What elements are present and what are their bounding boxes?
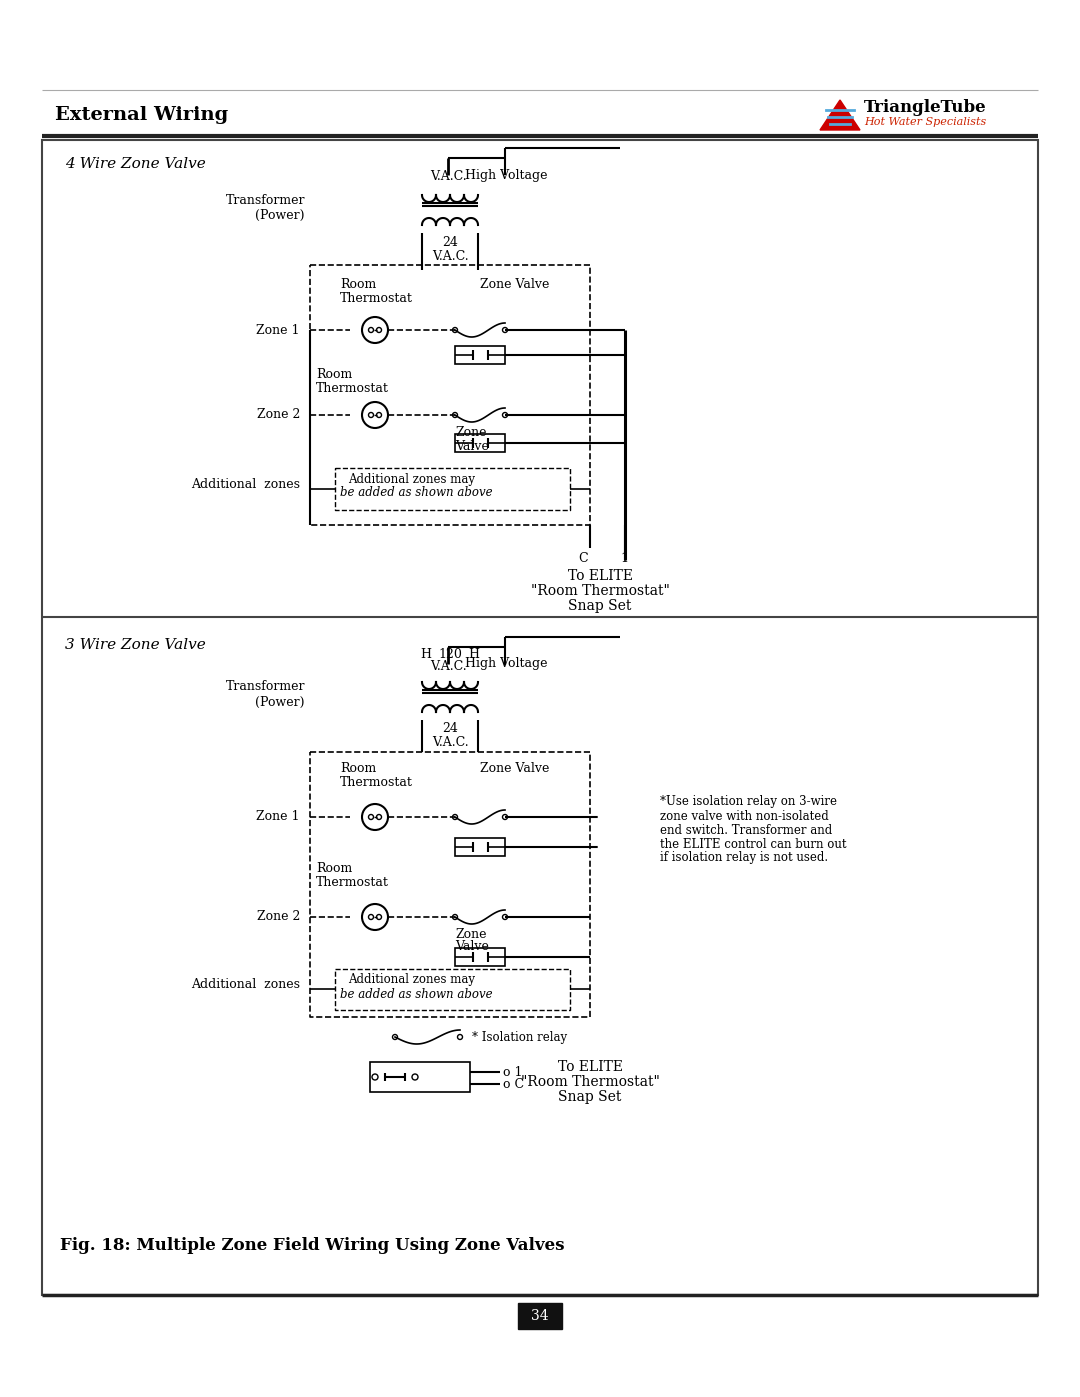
- Text: C: C: [578, 552, 588, 564]
- Text: * Isolation relay: * Isolation relay: [472, 1031, 567, 1044]
- Text: Room: Room: [316, 862, 352, 876]
- Text: Additional zones may: Additional zones may: [348, 972, 475, 985]
- Text: Thermostat: Thermostat: [340, 292, 413, 305]
- Text: H: H: [420, 648, 432, 662]
- Text: Transformer: Transformer: [226, 680, 305, 693]
- Text: Zone Valve: Zone Valve: [480, 278, 550, 292]
- Text: Room: Room: [340, 278, 376, 292]
- Text: Thermostat: Thermostat: [340, 775, 413, 788]
- Bar: [518, 1303, 562, 1329]
- Text: Additional  zones: Additional zones: [191, 978, 300, 992]
- Text: if isolation relay is not used.: if isolation relay is not used.: [660, 852, 828, 865]
- Text: V.A.C.: V.A.C.: [432, 250, 469, 264]
- Text: Zone 1: Zone 1: [257, 810, 300, 823]
- Text: Zone 2: Zone 2: [257, 911, 300, 923]
- Text: Thermostat: Thermostat: [316, 876, 389, 888]
- Text: Room: Room: [316, 369, 352, 381]
- Text: Thermostat: Thermostat: [316, 381, 389, 394]
- Bar: [455, 838, 505, 856]
- Text: Zone Valve: Zone Valve: [480, 763, 550, 775]
- Text: Snap Set: Snap Set: [558, 1090, 622, 1104]
- Bar: [455, 434, 505, 453]
- Text: V.A.C.: V.A.C.: [430, 170, 467, 183]
- Text: 34: 34: [531, 1309, 549, 1323]
- Text: V.A.C.: V.A.C.: [430, 661, 467, 673]
- Text: High Voltage: High Voltage: [465, 658, 548, 671]
- Text: 120: 120: [438, 648, 462, 662]
- Text: 1: 1: [620, 552, 627, 564]
- Text: Hot Water Specialists: Hot Water Specialists: [864, 117, 986, 127]
- Text: 24: 24: [442, 236, 458, 250]
- Text: Valve: Valve: [455, 440, 489, 454]
- Bar: [370, 1062, 470, 1092]
- Text: H: H: [469, 648, 480, 662]
- Bar: [455, 949, 505, 965]
- Bar: [42, 140, 1038, 1295]
- Text: be added as shown above: be added as shown above: [340, 988, 492, 1000]
- Polygon shape: [820, 101, 860, 130]
- Text: o C: o C: [503, 1077, 524, 1091]
- Text: Fig. 18: Multiple Zone Field Wiring Using Zone Valves: Fig. 18: Multiple Zone Field Wiring Usin…: [60, 1236, 565, 1253]
- Text: "Room Thermostat": "Room Thermostat": [521, 1076, 660, 1090]
- Text: (Power): (Power): [256, 696, 305, 708]
- Text: (Power): (Power): [256, 208, 305, 222]
- Text: High Voltage: High Voltage: [465, 169, 548, 182]
- Text: Additional  zones: Additional zones: [191, 479, 300, 492]
- Text: 3 Wire Zone Valve: 3 Wire Zone Valve: [65, 638, 206, 652]
- Text: Additional zones may: Additional zones may: [348, 472, 475, 486]
- Text: 4 Wire Zone Valve: 4 Wire Zone Valve: [65, 156, 206, 170]
- Text: be added as shown above: be added as shown above: [340, 486, 492, 500]
- Bar: [455, 346, 505, 365]
- Text: end switch. Transformer and: end switch. Transformer and: [660, 823, 833, 837]
- Text: "Room Thermostat": "Room Thermostat": [530, 584, 670, 598]
- Text: Zone 2: Zone 2: [257, 408, 300, 422]
- Text: TriangleTube: TriangleTube: [864, 99, 987, 116]
- Text: Zone 1: Zone 1: [257, 324, 300, 337]
- Text: Zone: Zone: [455, 426, 486, 440]
- Text: Transformer: Transformer: [226, 194, 305, 207]
- Text: 24: 24: [442, 722, 458, 735]
- Text: Room: Room: [340, 763, 376, 775]
- Text: *Use isolation relay on 3-wire: *Use isolation relay on 3-wire: [660, 795, 837, 809]
- Text: zone valve with non-isolated: zone valve with non-isolated: [660, 809, 828, 823]
- Text: V.A.C.: V.A.C.: [432, 736, 469, 750]
- Text: To ELITE: To ELITE: [557, 1060, 622, 1074]
- Text: Snap Set: Snap Set: [568, 599, 632, 613]
- Text: Zone: Zone: [455, 928, 486, 940]
- Text: Valve: Valve: [455, 940, 489, 954]
- Text: External Wiring: External Wiring: [55, 106, 228, 124]
- Text: To ELITE: To ELITE: [567, 569, 633, 583]
- Text: o 1: o 1: [503, 1066, 523, 1078]
- Text: the ELITE control can burn out: the ELITE control can burn out: [660, 837, 847, 851]
